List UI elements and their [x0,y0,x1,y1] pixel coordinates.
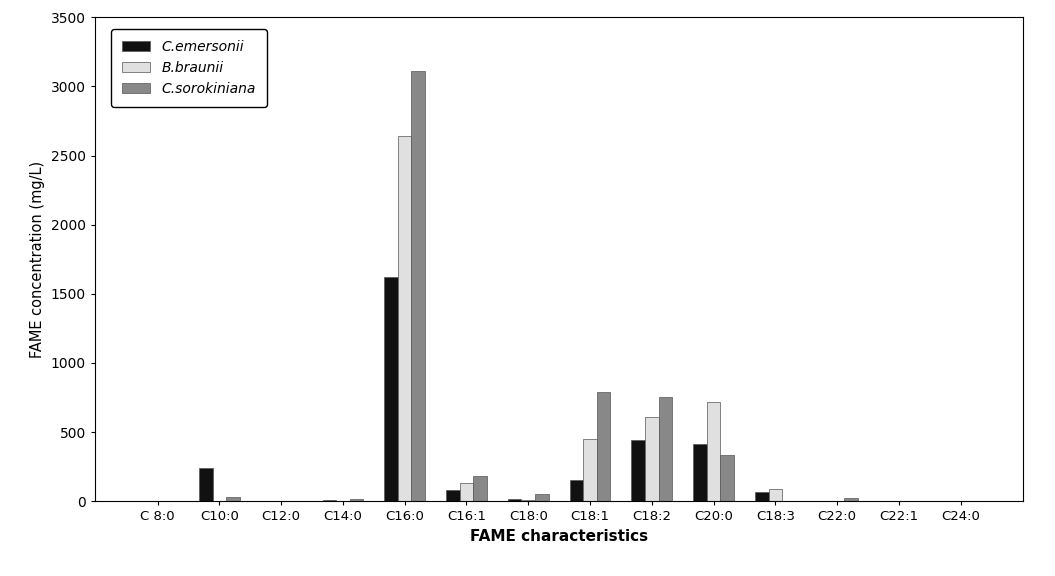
X-axis label: FAME characteristics: FAME characteristics [471,529,648,544]
Bar [693,445,707,501]
Bar [384,277,398,501]
Bar [632,440,645,501]
Bar [199,468,212,501]
Bar [721,455,734,501]
Bar [844,498,858,501]
Legend: C.emersonii, B.braunii, C.sorokiniana: C.emersonii, B.braunii, C.sorokiniana [111,29,267,107]
Bar [474,476,486,501]
Bar [460,483,474,501]
Bar [535,494,549,501]
Bar [583,439,597,501]
Bar [658,397,672,501]
Bar [411,71,425,501]
Bar [597,392,611,501]
Bar [226,497,239,501]
Y-axis label: FAME concentration (mg/L): FAME concentration (mg/L) [31,161,45,358]
Bar [755,492,769,501]
Bar [645,417,658,501]
Bar [707,401,721,501]
Bar [507,499,521,501]
Bar [570,480,583,501]
Bar [446,490,460,501]
Bar [349,499,363,501]
Bar [769,488,782,501]
Bar [398,136,411,501]
